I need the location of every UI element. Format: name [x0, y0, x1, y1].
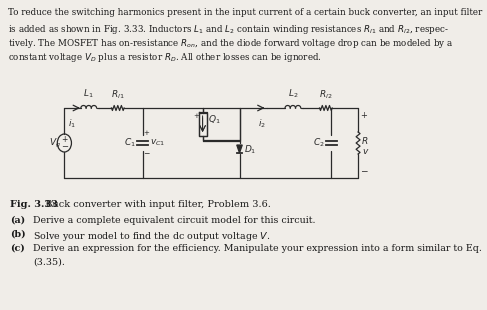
- Text: $V_g$: $V_g$: [49, 136, 61, 149]
- Text: (3.35).: (3.35).: [33, 258, 65, 267]
- Text: (b): (b): [10, 230, 26, 239]
- Text: $D_1$: $D_1$: [244, 144, 257, 156]
- Text: Derive a complete equivalent circuit model for this circuit.: Derive a complete equivalent circuit mod…: [33, 216, 316, 225]
- Text: $L_2$: $L_2$: [288, 87, 298, 100]
- Text: +: +: [360, 111, 367, 120]
- Text: $v$: $v$: [362, 148, 370, 157]
- Text: constant voltage $V_D$ plus a resistor $R_D$. All other losses can be ignored.: constant voltage $V_D$ plus a resistor $…: [8, 51, 322, 64]
- Text: Fig. 3.33: Fig. 3.33: [10, 200, 58, 209]
- Text: (a): (a): [10, 216, 25, 225]
- Text: $R$: $R$: [361, 135, 369, 147]
- Text: $i_2$: $i_2$: [258, 117, 266, 130]
- Text: −: −: [61, 142, 68, 151]
- Text: $C_2$: $C_2$: [313, 137, 324, 149]
- Text: $i_1$: $i_1$: [68, 117, 76, 130]
- Text: $R_{l2}$: $R_{l2}$: [319, 88, 333, 101]
- Text: −: −: [143, 149, 149, 158]
- Text: −: −: [360, 166, 368, 175]
- Text: (c): (c): [10, 244, 25, 253]
- Text: $v_{C1}$: $v_{C1}$: [150, 138, 165, 148]
- Polygon shape: [237, 145, 242, 153]
- Text: +: +: [61, 135, 68, 144]
- Text: $R_{l1}$: $R_{l1}$: [111, 88, 125, 101]
- Text: tively. The MOSFET has on-resistance $R_{on}$, and the diode forward voltage dro: tively. The MOSFET has on-resistance $R_…: [8, 37, 453, 50]
- Text: Derive an expression for the efficiency. Manipulate your expression into a form : Derive an expression for the efficiency.…: [33, 244, 482, 253]
- Text: Solve your model to find the dc output voltage $V$.: Solve your model to find the dc output v…: [33, 230, 270, 243]
- Text: Buck converter with input filter, Problem 3.6.: Buck converter with input filter, Proble…: [39, 200, 271, 209]
- Text: is added as shown in Fig. 3.33. Inductors $L_1$ and $L_2$ contain winding resist: is added as shown in Fig. 3.33. Inductor…: [8, 23, 449, 36]
- Text: +: +: [193, 113, 199, 119]
- Text: $Q_1$: $Q_1$: [208, 113, 221, 126]
- Text: $C_1$: $C_1$: [124, 137, 136, 149]
- Text: +: +: [143, 130, 149, 136]
- Text: To reduce the switching harmonics present in the input current of a certain buck: To reduce the switching harmonics presen…: [8, 8, 482, 17]
- Text: $L_1$: $L_1$: [83, 87, 94, 100]
